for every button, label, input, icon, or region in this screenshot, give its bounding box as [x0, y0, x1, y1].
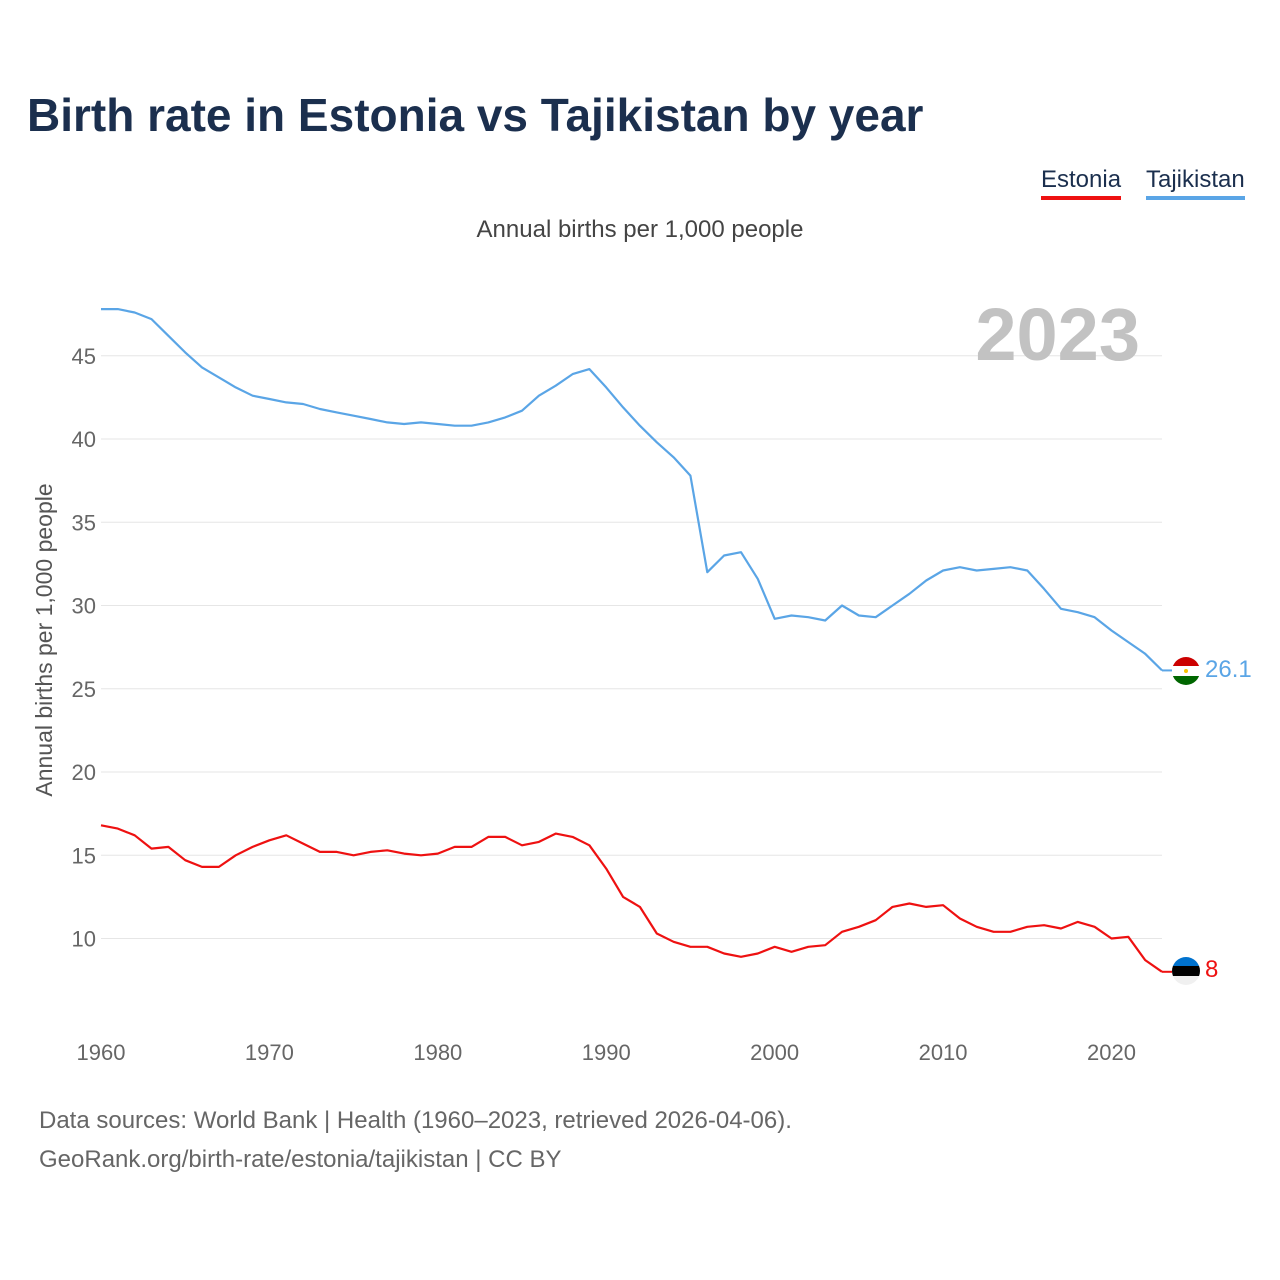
end-value-estonia: 8: [1205, 956, 1218, 983]
y-axis-ticks: 10 15 20 25 30 35 40 45: [72, 344, 96, 952]
chart-title: Birth rate in Estonia vs Tajikistan by y…: [27, 89, 924, 141]
y-tick-label: 30: [72, 594, 96, 619]
y-tick-label: 15: [72, 843, 96, 868]
y-tick-label: 45: [72, 344, 96, 369]
x-tick-label: 1970: [245, 1040, 294, 1065]
x-tick-label: 2020: [1087, 1040, 1136, 1065]
y-axis-label: Annual births per 1,000 people: [31, 483, 57, 796]
series-layer: [100, 308, 1172, 973]
footer-sources: Data sources: World Bank | Health (1960–…: [39, 1107, 792, 1134]
x-tick-label: 1980: [413, 1040, 462, 1065]
grid-lines: [101, 355, 1162, 939]
x-tick-label: 1960: [77, 1040, 126, 1065]
y-tick-label: 40: [72, 427, 96, 452]
end-value-tajikistan: 26.1: [1205, 656, 1252, 683]
footer-credit: GeoRank.org/birth-rate/estonia/tajikista…: [39, 1146, 562, 1173]
x-axis-ticks: 1960 1970 1980 1990 2000 2010 2020: [77, 1040, 1136, 1065]
flag-estonia-icon: [1172, 957, 1200, 985]
x-tick-label: 2010: [919, 1040, 968, 1065]
x-tick-label: 1990: [582, 1040, 631, 1065]
legend-item-tajikistan[interactable]: Tajikistan: [1146, 166, 1245, 200]
chart-subtitle: Annual births per 1,000 people: [476, 216, 804, 243]
y-tick-label: 35: [72, 510, 96, 535]
series-line-estonia[interactable]: [100, 824, 1163, 973]
x-tick-label: 2000: [750, 1040, 799, 1065]
y-tick-label: 20: [72, 760, 96, 785]
y-tick-label: 10: [72, 927, 96, 952]
year-watermark: 2023: [975, 293, 1140, 376]
flag-tajikistan-icon: [1172, 657, 1200, 685]
legend-item-estonia[interactable]: Estonia: [1041, 166, 1122, 200]
y-tick-label: 25: [72, 677, 96, 702]
series-line-tajikistan[interactable]: [101, 308, 1163, 672]
